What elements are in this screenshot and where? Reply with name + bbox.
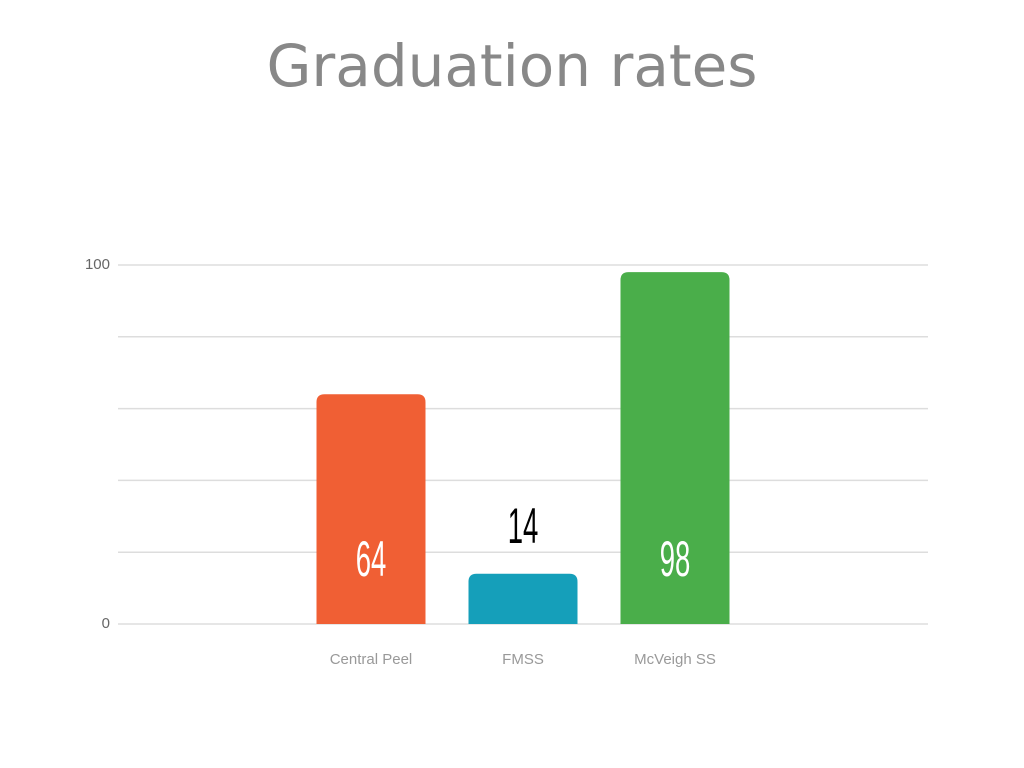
bar [620,272,730,624]
y-tick-label: 100 [85,256,110,273]
value-label: 98 [660,530,691,587]
chart-title: Graduation rates [266,32,757,100]
x-tick-label: FMSS [502,651,544,668]
value-label: 14 [508,497,539,554]
bar [316,394,426,624]
x-tick-label: Central Peel [330,651,413,668]
y-tick-label: 0 [102,615,110,632]
x-tick-label: McVeigh SS [634,651,716,668]
bar [468,573,578,624]
value-label: 64 [356,530,387,587]
